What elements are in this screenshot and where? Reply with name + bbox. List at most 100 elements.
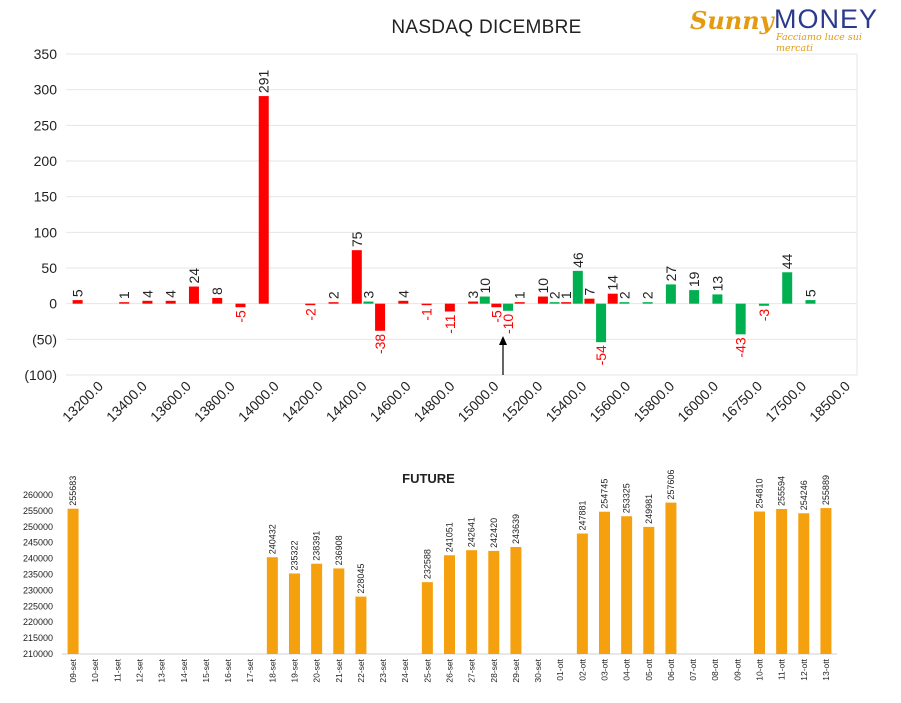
- bar-value-label: -43: [733, 337, 749, 357]
- future-bar-value-label: 254745: [600, 479, 610, 509]
- bar-value-label: 2: [547, 291, 563, 299]
- nasdaq-bar: [421, 303, 432, 306]
- nasdaq-bar: [119, 302, 130, 304]
- future-bar: [444, 555, 455, 654]
- future-bar-value-label: 247881: [577, 500, 587, 530]
- future-bar-value-label: 235322: [290, 540, 300, 570]
- future-bar-value-label: 255594: [777, 476, 787, 506]
- bar-value-label: 7: [581, 288, 597, 296]
- future-x-tick-label: 10-ott: [755, 658, 765, 680]
- future-x-tick-label: 26-set: [445, 658, 455, 682]
- bar-value-label: 4: [395, 290, 411, 298]
- nasdaq-bar: [212, 297, 223, 304]
- nasdaq-bar: [351, 250, 362, 304]
- nasdaq-bar: [375, 303, 386, 331]
- future-x-tick-label: 27-set: [467, 658, 477, 682]
- nasdaq-bar: [619, 302, 630, 304]
- y-tick-label: 300: [34, 82, 58, 98]
- future-y-tick-label: 215000: [23, 633, 53, 643]
- future-x-tick-label: 12-set: [135, 658, 145, 682]
- future-bar: [488, 550, 500, 654]
- future-bar-value-label: 236908: [334, 535, 344, 565]
- bar-value-label: 4: [139, 290, 155, 298]
- future-y-tick-label: 220000: [23, 617, 53, 627]
- logo-tagline: Facciamo luce sui mercati: [776, 32, 862, 54]
- bar-value-label: 1: [116, 291, 132, 299]
- annotation-arrowhead-icon: [499, 336, 507, 345]
- nasdaq-bar: [758, 303, 769, 306]
- future-x-tick-label: 14-set: [179, 658, 189, 682]
- nasdaq-bar: [549, 302, 560, 304]
- future-x-tick-label: 15-set: [201, 658, 211, 682]
- nasdaq-bar: [805, 300, 816, 304]
- y-tick-label: 150: [34, 189, 58, 205]
- future-bar: [599, 511, 610, 654]
- future-bar: [355, 596, 367, 654]
- future-bar: [621, 516, 633, 654]
- future-x-tick-label: 06-ott: [666, 658, 676, 680]
- future-bar: [776, 509, 788, 654]
- bar-value-label: 3: [360, 291, 376, 299]
- chart-title: NASDAQ DICEMBRE: [391, 17, 582, 38]
- future-x-tick-label: 23-set: [378, 658, 388, 682]
- future-bar: [820, 508, 832, 654]
- nasdaq-bar: [72, 300, 83, 304]
- nasdaq-bar: [479, 296, 490, 304]
- nasdaq-bar: [444, 303, 455, 312]
- nasdaq-bar: [572, 270, 583, 304]
- future-x-tick-label: 21-set: [334, 658, 344, 682]
- future-y-tick-label: 245000: [23, 538, 53, 548]
- nasdaq-bar: [142, 300, 153, 304]
- nasdaq-bar: [607, 293, 618, 304]
- future-bar-value-label: 240432: [267, 524, 277, 554]
- y-tick-label: 50: [41, 260, 57, 276]
- future-x-tick-label: 28-set: [489, 658, 499, 682]
- bar-value-label: 44: [779, 253, 795, 269]
- future-bar: [421, 582, 433, 654]
- nasdaq-bar: [398, 300, 409, 304]
- bar-value-label: 14: [605, 275, 621, 291]
- future-x-tick-label: 17-set: [245, 658, 255, 682]
- nasdaq-bar: [165, 300, 176, 304]
- nasdaq-bar: [689, 290, 700, 304]
- future-x-tick-label: 09-ott: [732, 658, 742, 680]
- bar-value-label: 13: [709, 276, 725, 292]
- future-bar-value-label: 242420: [489, 518, 499, 548]
- future-bar: [576, 533, 588, 654]
- future-y-tick-label: 250000: [23, 522, 53, 532]
- future-bar-value-label: 241051: [445, 522, 455, 552]
- bar-value-label: -38: [372, 334, 388, 354]
- future-x-tick-label: 30-set: [533, 658, 543, 682]
- future-bar-value-label: 228045: [356, 564, 366, 594]
- future-bar: [311, 563, 323, 654]
- future-x-tick-label: 18-set: [267, 658, 277, 682]
- bar-value-label: 1: [512, 291, 528, 299]
- future-bar: [643, 526, 655, 654]
- y-tick-label: (50): [32, 331, 57, 347]
- future-bar-value-label: 253325: [622, 483, 632, 513]
- bar-value-label: -1: [419, 308, 435, 321]
- future-bar-value-label: 238391: [312, 531, 322, 561]
- bar-value-label: 5: [802, 289, 818, 297]
- nasdaq-bar: [188, 286, 199, 304]
- bar-value-label: 4: [163, 290, 179, 298]
- future-bar-value-label: 242641: [467, 517, 477, 547]
- future-x-tick-label: 16-set: [223, 658, 233, 682]
- bar-value-label: -5: [232, 310, 248, 323]
- future-bar: [754, 511, 765, 654]
- nasdaq-bar: [514, 302, 525, 304]
- nasdaq-bar: [735, 303, 746, 335]
- future-bar: [466, 550, 478, 654]
- nasdaq-bar: [468, 301, 479, 304]
- y-tick-label: (100): [24, 367, 57, 383]
- future-bar: [67, 508, 79, 654]
- future-x-tick-label: 13-ott: [821, 658, 831, 680]
- future-x-tick-label: 24-set: [400, 658, 410, 682]
- future-bar-value-label: 255889: [821, 475, 831, 505]
- future-x-tick-label: 11-set: [112, 658, 122, 682]
- nasdaq-bar: [584, 298, 595, 304]
- bar-value-label: 2: [640, 291, 656, 299]
- future-y-tick-label: 240000: [23, 554, 53, 564]
- future-y-tick-label: 260000: [23, 490, 53, 500]
